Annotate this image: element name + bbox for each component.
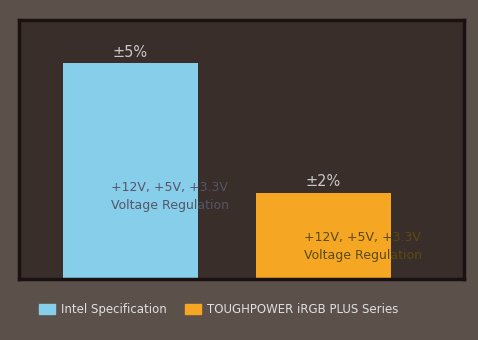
Bar [63, 64, 198, 279]
Bar [256, 193, 391, 279]
Text: +12V, +5V, +3.3V
Voltage Regulation: +12V, +5V, +3.3V Voltage Regulation [111, 182, 229, 212]
Text: ±5%: ±5% [113, 45, 148, 60]
Legend: Intel Specification, TOUGHPOWER iRGB PLUS Series: Intel Specification, TOUGHPOWER iRGB PLU… [34, 298, 403, 321]
Text: +12V, +5V, +3.3V
Voltage Regulation: +12V, +5V, +3.3V Voltage Regulation [304, 231, 422, 261]
Text: ±2%: ±2% [306, 174, 341, 189]
